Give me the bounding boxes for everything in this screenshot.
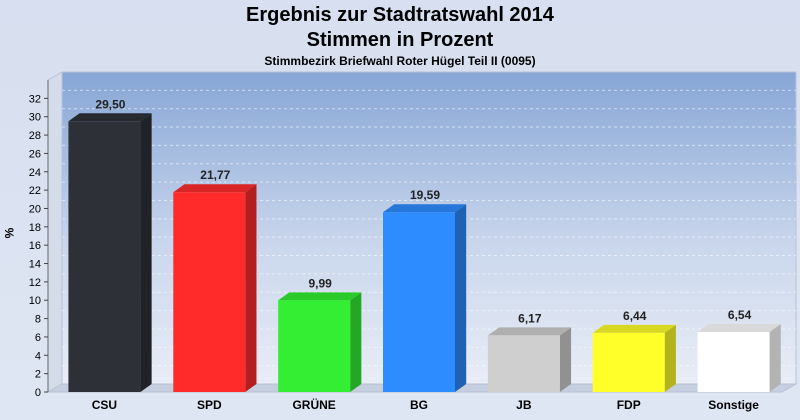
category-label-jb: JB: [516, 398, 532, 412]
chart-district-subtitle: Stimmbezirk Briefwahl Roter Hügel Teil I…: [264, 54, 536, 68]
category-label-bg: BG: [410, 398, 428, 412]
bar-top: [592, 324, 676, 333]
bar-top: [173, 184, 257, 193]
y-tick-label: 8: [35, 314, 41, 326]
category-label-grüne: GRÜNE: [292, 397, 335, 412]
category-label-fdp: FDP: [617, 398, 641, 412]
category-label-sonstige: Sonstige: [708, 398, 759, 412]
bar-side: [140, 113, 152, 392]
bar-front: [487, 335, 560, 392]
chart-subtitle: Stimmen in Prozent: [306, 29, 494, 51]
bar-front: [383, 212, 455, 392]
bar-top: [487, 327, 572, 336]
bar-front: [173, 192, 246, 392]
bar-bg: [383, 204, 467, 392]
y-tick-label: 24: [29, 167, 41, 179]
category-label-spd: SPD: [197, 398, 222, 412]
y-tick-label: 18: [29, 222, 41, 234]
data-labels: 29,50 21,77 9,99 19,59 6,17 6,44 6,54: [95, 97, 751, 325]
bar-front: [68, 121, 141, 392]
bar-side: [455, 204, 467, 392]
y-tick-label: 32: [29, 93, 41, 105]
bar-side: [245, 184, 257, 392]
bar-side: [769, 323, 781, 392]
bar-front: [697, 331, 770, 392]
category-label-csu: CSU: [92, 398, 117, 412]
y-tick-label: 26: [29, 148, 41, 160]
data-label-bg: 19,59: [410, 188, 440, 202]
y-tick-label: 30: [29, 112, 41, 124]
y-tick-label: 14: [29, 259, 41, 271]
y-tick-label: 22: [29, 185, 41, 197]
bar-top: [383, 204, 467, 213]
bar-grüne: [278, 292, 362, 392]
y-tick-label: 20: [29, 203, 41, 215]
chart-title: Ergebnis zur Stadtratswahl 2014: [246, 4, 554, 26]
data-label-fdp: 6,44: [623, 309, 647, 323]
bar-jb: [487, 327, 572, 392]
y-tick-label: 16: [29, 240, 41, 252]
data-label-grüne: 9,99: [308, 276, 332, 290]
bar-side: [350, 292, 362, 392]
bar-fdp: [592, 324, 676, 392]
data-label-sonstige: 6,54: [728, 308, 752, 322]
bars: [68, 113, 781, 392]
y-tick-label: 2: [35, 369, 41, 381]
x-axis-categories: CSU SPD GRÜNE BG JB FDP Sonstige: [92, 397, 759, 412]
bar-side: [664, 324, 676, 392]
y-tick-label: 10: [29, 295, 41, 307]
bar-front: [278, 300, 351, 392]
data-label-csu: 29,50: [95, 97, 125, 111]
bar-top: [697, 323, 781, 332]
data-label-jb: 6,17: [518, 311, 542, 325]
y-tick-label: 6: [35, 332, 41, 344]
y-tick-label: 4: [35, 350, 41, 362]
y-tick-label: 28: [29, 130, 41, 142]
bar-top: [278, 292, 362, 301]
bar-spd: [173, 184, 257, 392]
bar-sonstige: [697, 323, 781, 392]
y-tick-label: 12: [29, 277, 41, 289]
bar-top: [68, 113, 152, 122]
y-tick-label: 0: [35, 387, 41, 399]
data-label-spd: 21,77: [200, 168, 230, 182]
bar-side: [559, 327, 572, 392]
bar-front: [592, 332, 665, 392]
bar-csu: [68, 113, 152, 392]
plot-side-wall: [47, 71, 63, 393]
